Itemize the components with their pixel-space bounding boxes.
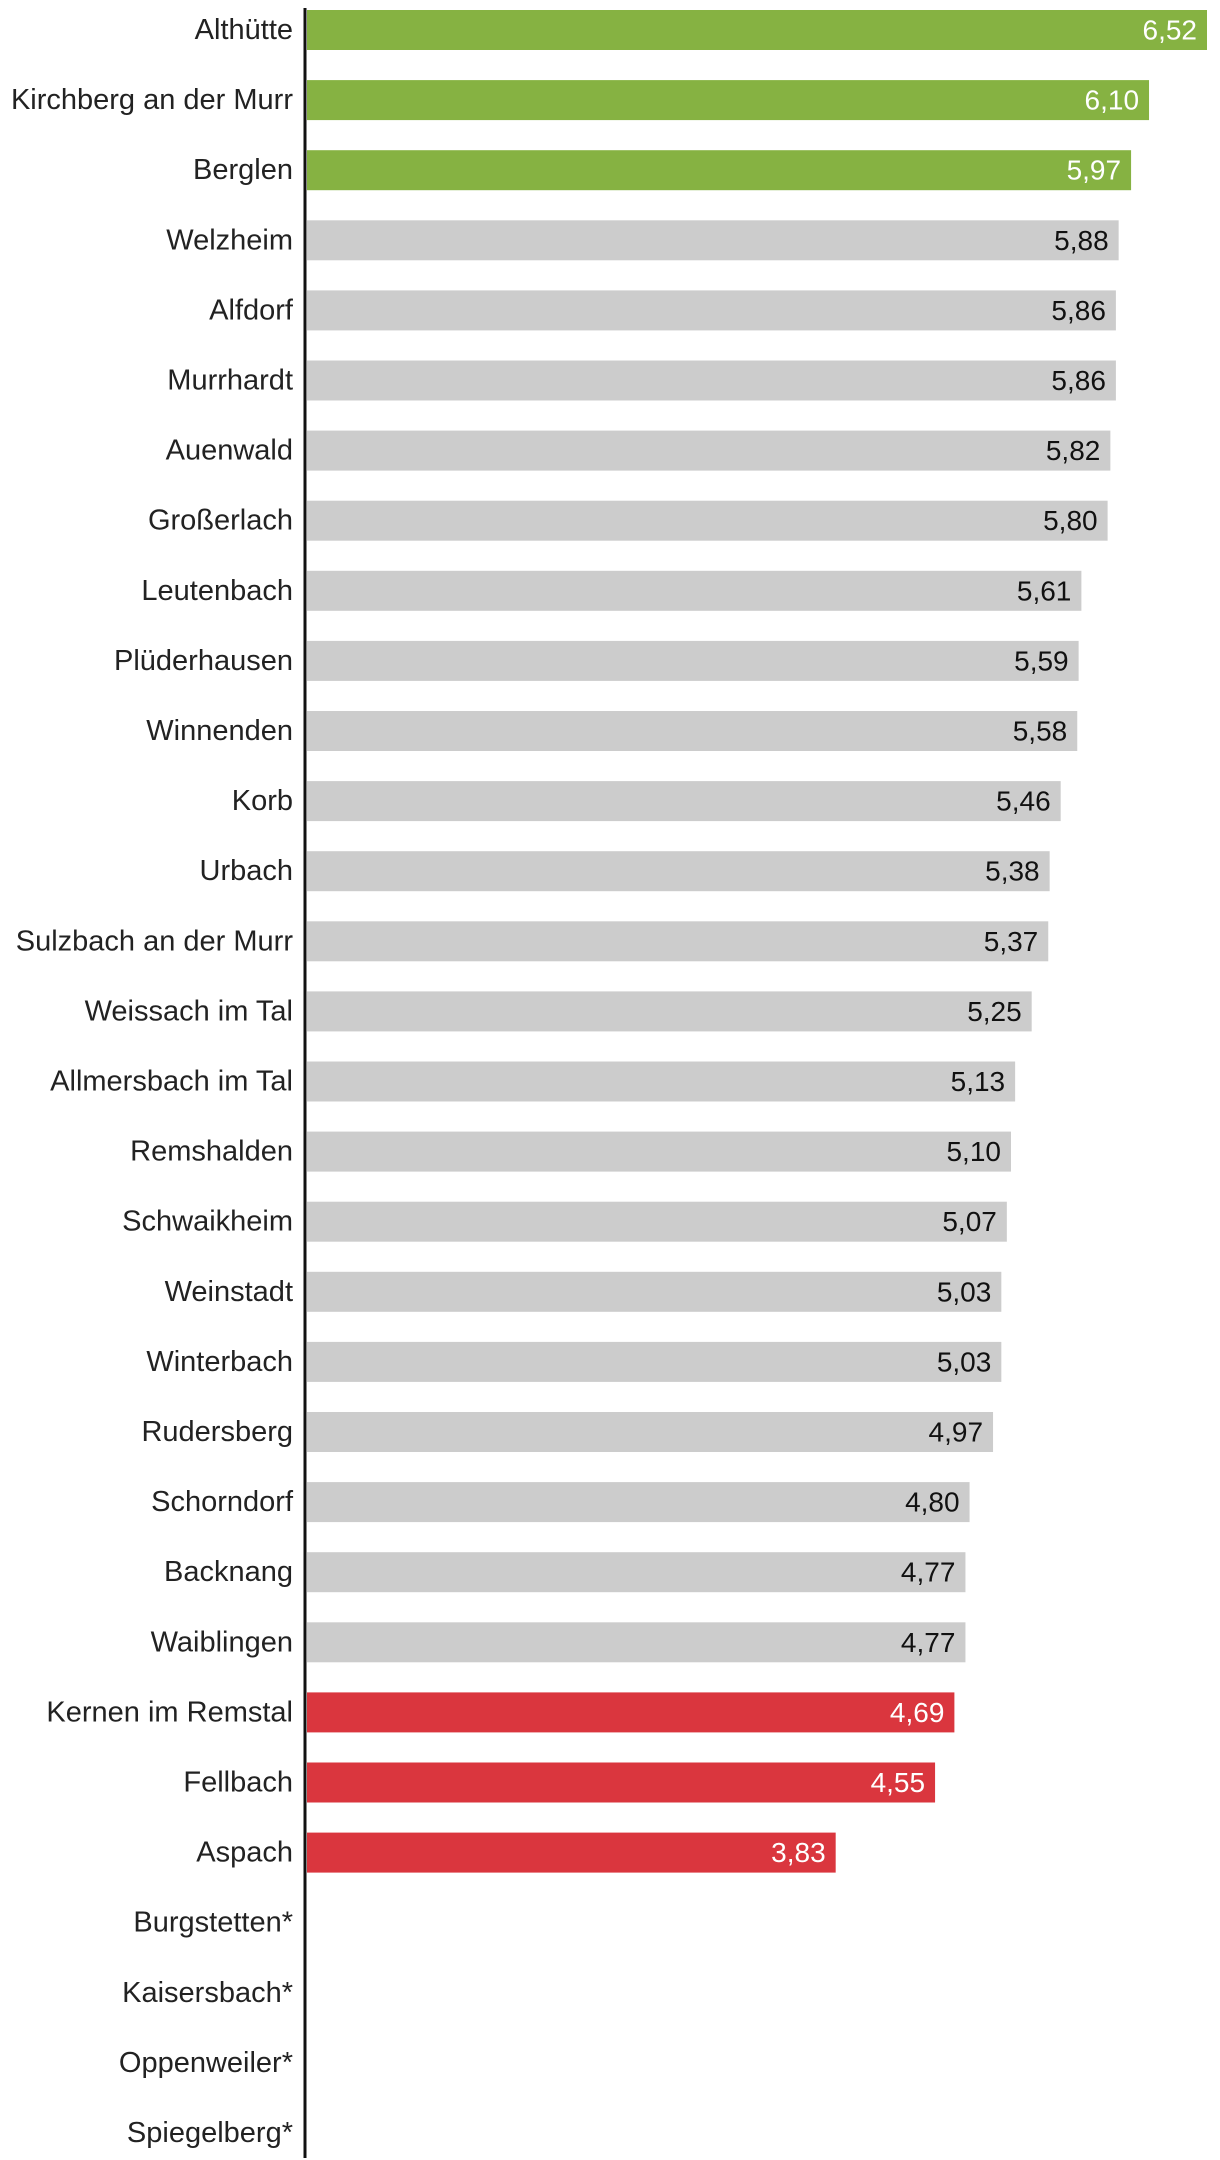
- category-label: Burgstetten*: [133, 1907, 293, 1939]
- category-label: Althütte: [195, 14, 293, 46]
- category-label: Welzheim: [166, 224, 293, 256]
- bar-middle: [307, 1412, 994, 1452]
- category-label: Oppenweiler*: [119, 2047, 293, 2079]
- value-label: 5,03: [937, 1346, 992, 1377]
- value-label: 5,38: [985, 856, 1040, 887]
- bar-middle: [307, 220, 1119, 261]
- category-label: Urbach: [200, 855, 294, 887]
- category-label: Winterbach: [146, 1346, 293, 1378]
- value-label: 5,46: [996, 786, 1051, 817]
- category-label: Auenwald: [166, 435, 293, 467]
- value-label: 5,07: [942, 1206, 997, 1237]
- category-label: Kaisersbach*: [122, 1977, 293, 2009]
- value-label: 5,25: [967, 996, 1022, 1027]
- category-label: Fellbach: [183, 1767, 293, 1799]
- category-label: Schorndorf: [151, 1486, 294, 1518]
- bar-middle: [307, 500, 1108, 541]
- value-label: 5,86: [1051, 295, 1106, 326]
- bar-top: [307, 150, 1132, 191]
- category-label: Kirchberg an der Murr: [11, 84, 293, 116]
- category-label: Backnang: [164, 1556, 293, 1588]
- bars-layer: [307, 10, 1207, 1873]
- value-label: 5,13: [951, 1066, 1006, 1097]
- category-label: Alfdorf: [209, 294, 294, 326]
- bar-middle: [307, 1482, 970, 1523]
- category-label: Korb: [232, 785, 293, 817]
- category-label: Sulzbach an der Murr: [16, 925, 294, 957]
- bar-middle: [307, 711, 1078, 751]
- category-label: Spiegelberg*: [127, 2117, 293, 2149]
- category-label: Berglen: [193, 154, 293, 186]
- value-label: 6,52: [1143, 15, 1198, 46]
- value-label: 4,77: [901, 1627, 956, 1658]
- category-label: Plüderhausen: [114, 645, 293, 677]
- bar-middle: [307, 781, 1061, 822]
- bar-middle: [307, 1341, 1002, 1382]
- bar-middle: [307, 1271, 1002, 1312]
- bar-middle: [307, 290, 1116, 331]
- bar-bottom: [307, 1832, 836, 1873]
- value-label: 5,86: [1051, 365, 1106, 396]
- value-label: 3,83: [771, 1837, 826, 1868]
- bar-middle: [307, 1552, 966, 1593]
- category-label: Schwaikheim: [122, 1206, 293, 1238]
- category-label: Murrhardt: [167, 365, 293, 397]
- category-label: Winnenden: [146, 715, 293, 747]
- category-label: Großerlach: [148, 505, 293, 537]
- value-label: 4,55: [871, 1767, 926, 1798]
- value-label: 4,77: [901, 1557, 956, 1588]
- bar-bottom: [307, 1762, 936, 1803]
- value-label: 5,61: [1017, 575, 1072, 606]
- category-label: Weinstadt: [165, 1276, 293, 1308]
- bar-middle: [307, 1131, 1011, 1172]
- category-label: Rudersberg: [141, 1416, 293, 1448]
- value-label: 5,10: [946, 1136, 1001, 1167]
- value-label: 5,58: [1013, 716, 1068, 747]
- category-labels-layer: Althütte Kirchberg an der Murr Berglen Welz…: [11, 14, 294, 2149]
- value-label: 4,97: [929, 1417, 984, 1448]
- value-label: 5,88: [1054, 225, 1109, 256]
- bar-middle: [307, 851, 1050, 892]
- category-label: Weissach im Tal: [85, 995, 293, 1027]
- bar-top: [307, 80, 1150, 121]
- value-label: 5,82: [1046, 435, 1101, 466]
- bar-middle: [307, 360, 1116, 401]
- value-label: 5,37: [984, 926, 1039, 957]
- value-label: 4,80: [905, 1487, 960, 1518]
- value-label: 6,10: [1085, 85, 1140, 116]
- value-label: 5,97: [1067, 155, 1122, 186]
- category-label: Allmersbach im Tal: [50, 1066, 293, 1098]
- value-label: 5,59: [1014, 645, 1069, 676]
- category-label: Remshalden: [130, 1136, 293, 1168]
- value-label: 5,80: [1043, 505, 1098, 536]
- bar-middle: [307, 991, 1032, 1032]
- bar-middle: [307, 1622, 966, 1663]
- bar-middle: [307, 640, 1079, 681]
- bar-middle: [307, 1061, 1016, 1102]
- bar-middle: [307, 921, 1049, 962]
- bar-middle: [307, 1201, 1007, 1242]
- bar-middle: [307, 570, 1082, 611]
- bar-middle: [307, 430, 1111, 471]
- category-label: Leutenbach: [141, 575, 293, 607]
- bar-top: [307, 10, 1207, 50]
- category-label: Aspach: [196, 1837, 293, 1869]
- category-label: Kernen im Remstal: [46, 1696, 293, 1728]
- value-label: 5,03: [937, 1276, 992, 1307]
- value-label: 4,69: [890, 1697, 945, 1728]
- bar-bottom: [307, 1692, 955, 1733]
- value-labels-layer: 6,52 6,10 5,97 5,88 5,86 5,86 5,82 5,80 5,61 5,59…: [771, 15, 1197, 1869]
- category-label: Waiblingen: [151, 1626, 293, 1658]
